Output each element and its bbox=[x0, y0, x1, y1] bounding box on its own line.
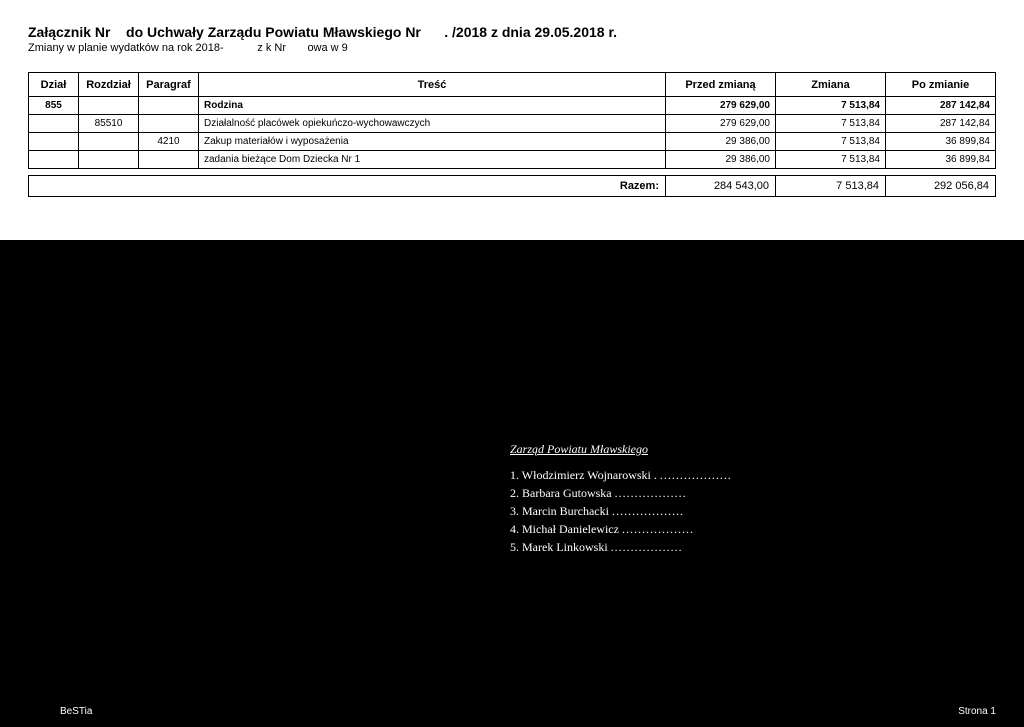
signature-line: 4. Michał Danielewicz .................. bbox=[510, 520, 732, 538]
razem-przed: 284 543,00 bbox=[666, 176, 776, 197]
table-row: zadania bieżące Dom Dziecka Nr 129 386,0… bbox=[29, 151, 996, 169]
table-cell: 36 899,84 bbox=[886, 133, 996, 151]
document-page: Załącznik Nr .. do Uchwały Zarządu Powia… bbox=[0, 0, 1024, 240]
signature-line: 2. Barbara Gutowska .................. bbox=[510, 484, 732, 502]
table-cell bbox=[79, 97, 139, 115]
table-cell: 29 386,00 bbox=[666, 133, 776, 151]
table-cell: 7 513,84 bbox=[776, 97, 886, 115]
table-row: 4210Zakup materiałów i wyposażenia29 386… bbox=[29, 133, 996, 151]
col-po: Po zmianie bbox=[886, 73, 996, 97]
table-cell: 7 513,84 bbox=[776, 115, 886, 133]
table-row: 85510 Działalność placówek opiekuńczo-wyc… bbox=[29, 115, 996, 133]
table-cell bbox=[79, 133, 139, 151]
title-right: . /2018 z dnia 29.05.2018 r. bbox=[444, 24, 617, 40]
table-cell: 29 386,00 bbox=[666, 151, 776, 169]
subtitle-mid: z k Nr bbox=[257, 42, 286, 54]
table-cell bbox=[29, 115, 79, 133]
signature-line: 1. Włodzimierz Wojnarowski . ...........… bbox=[510, 466, 732, 484]
col-rozdzial: Rozdział bbox=[79, 73, 139, 97]
table-cell: Zakup materiałów i wyposażenia bbox=[199, 133, 666, 151]
razem-label: Razem: bbox=[29, 176, 666, 197]
signatures-block: Zarząd Powiatu Mławskiego 1. Włodzimierz… bbox=[510, 440, 732, 556]
col-zmiana: Zmiana bbox=[776, 73, 886, 97]
table-cell: 36 899,84 bbox=[886, 151, 996, 169]
footer-left: BeSTia bbox=[60, 706, 92, 717]
table-cell: 855 bbox=[29, 97, 79, 115]
table-cell: Rodzina bbox=[199, 97, 666, 115]
table-cell: Działalność placówek opiekuńczo-wychowaw… bbox=[199, 115, 666, 133]
subtitle-left: Zmiany w planie wydatków na rok 2018- bbox=[28, 42, 224, 54]
table-cell: 7 513,84 bbox=[776, 151, 886, 169]
razem-zmiana: 7 513,84 bbox=[776, 176, 886, 197]
budget-table: Dział Rozdział Paragraf Treść Przed zmia… bbox=[28, 72, 996, 169]
footer-right: Strona 1 bbox=[958, 706, 996, 717]
table-header-row: Dział Rozdział Paragraf Treść Przed zmia… bbox=[29, 73, 996, 97]
signature-line: 3. Marcin Burchacki .................. bbox=[510, 502, 732, 520]
table-cell bbox=[79, 151, 139, 169]
table-cell: zadania bieżące Dom Dziecka Nr 1 bbox=[199, 151, 666, 169]
razem-table: Razem: 284 543,00 7 513,84 292 056,84 bbox=[28, 175, 996, 197]
title-left: Załącznik Nr bbox=[28, 24, 110, 40]
table-cell: 279 629,00 bbox=[666, 115, 776, 133]
razem-po: 292 056,84 bbox=[886, 176, 996, 197]
title-line: Załącznik Nr .. do Uchwały Zarządu Powia… bbox=[28, 24, 996, 40]
table-cell: 7 513,84 bbox=[776, 133, 886, 151]
table-cell: 85510 bbox=[79, 115, 139, 133]
signature-line: 5. Marek Linkowski .................. bbox=[510, 538, 732, 556]
col-przed: Przed zmianą bbox=[666, 73, 776, 97]
footer: BeSTia Strona 1 bbox=[0, 706, 1024, 717]
table-cell bbox=[139, 151, 199, 169]
col-tresc: Treść bbox=[199, 73, 666, 97]
table-cell: 287 142,84 bbox=[886, 115, 996, 133]
col-dzial: Dział bbox=[29, 73, 79, 97]
razem-row: Razem: 284 543,00 7 513,84 292 056,84 bbox=[29, 176, 996, 197]
col-paragraf: Paragraf bbox=[139, 73, 199, 97]
table-cell: 4210 bbox=[139, 133, 199, 151]
title-mid: do Uchwały Zarządu Powiatu Mławskiego Nr bbox=[126, 24, 421, 40]
table-cell: 287 142,84 bbox=[886, 97, 996, 115]
subtitle-line: Zmiany w planie wydatków na rok 2018- ..… bbox=[28, 42, 996, 54]
table-cell bbox=[29, 151, 79, 169]
table-cell bbox=[29, 133, 79, 151]
table-cell bbox=[139, 97, 199, 115]
table-cell bbox=[139, 115, 199, 133]
signatures-heading: Zarząd Powiatu Mławskiego bbox=[510, 440, 732, 458]
table-cell: 279 629,00 bbox=[666, 97, 776, 115]
table-row: 855 Rodzina279 629,007 513,84287 142,84 bbox=[29, 97, 996, 115]
subtitle-right: owa w 9 bbox=[307, 42, 347, 54]
